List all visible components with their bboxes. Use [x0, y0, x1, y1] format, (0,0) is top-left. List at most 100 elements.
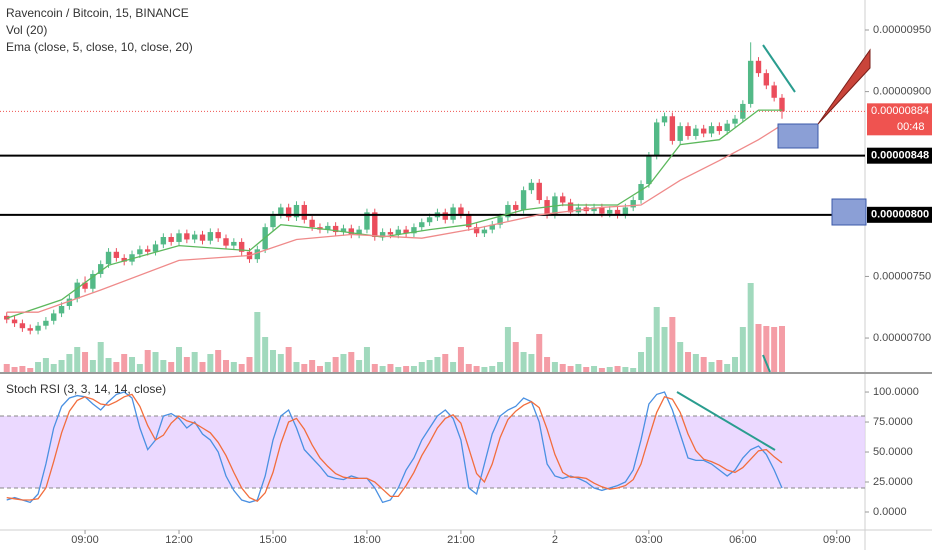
candle-body: [693, 128, 699, 136]
candle-body: [98, 264, 104, 274]
volume-bar: [567, 366, 574, 372]
candle-body: [763, 73, 770, 86]
volume-bar: [575, 364, 582, 372]
candle-body: [348, 228, 354, 235]
candle-body: [129, 254, 135, 262]
volume-bar: [387, 364, 394, 372]
candle-body: [11, 319, 18, 324]
volume-bar: [677, 342, 684, 372]
volume-bar: [89, 360, 96, 372]
volume-bar: [512, 342, 519, 372]
legend-volume: Vol (20): [6, 23, 47, 37]
candle-body: [58, 306, 65, 314]
candle-body: [160, 237, 167, 245]
volume-bar: [238, 364, 245, 372]
candle-body: [520, 190, 527, 210]
volume-bar: [332, 357, 339, 372]
candle-body: [458, 207, 464, 215]
volume-bar: [324, 362, 331, 372]
y-tick-label: 0.00000700: [873, 332, 931, 344]
volume-bar: [356, 360, 363, 372]
candle-body: [325, 225, 331, 230]
volume-bar: [66, 354, 73, 372]
candle-body: [51, 313, 57, 321]
candle-body: [677, 126, 683, 141]
volume-bar: [183, 357, 190, 372]
line: [6, 393, 783, 502]
candle-body: [685, 126, 691, 136]
volume-bar: [763, 326, 770, 372]
candle-body: [489, 224, 495, 230]
volume-bar: [457, 347, 464, 372]
candle-body: [700, 128, 707, 134]
volume-bar: [309, 360, 316, 372]
candle-body: [144, 249, 151, 252]
candle-body: [724, 123, 730, 132]
candle-body: [254, 249, 261, 260]
trend-line: [676, 391, 776, 451]
candle-body: [614, 209, 621, 215]
volume-bar: [755, 324, 762, 372]
price-line-label: 0.00000800: [871, 209, 929, 221]
range-box: [831, 198, 867, 226]
candle-body: [630, 200, 636, 208]
candle-body: [19, 323, 26, 329]
x-tick-label: 18:00: [353, 534, 381, 546]
volume-bar: [301, 364, 308, 372]
candle-body: [653, 122, 660, 156]
candle-body: [567, 202, 574, 213]
candle-body: [270, 214, 276, 228]
volume-bar: [293, 362, 300, 372]
candle-body: [293, 204, 300, 218]
stoch-band: [0, 416, 865, 489]
volume-bar: [348, 352, 355, 372]
volume-bar: [520, 352, 527, 372]
candle-body: [387, 232, 394, 235]
volume-bar: [692, 354, 699, 372]
volume-bar: [222, 360, 229, 372]
volume-bar: [207, 354, 214, 372]
volume-bar: [82, 352, 89, 372]
x-tick-label: 2: [552, 534, 558, 546]
candle-body: [513, 204, 519, 210]
candle-body: [340, 228, 347, 233]
candle-body: [560, 196, 566, 203]
candle-body: [466, 214, 472, 228]
volume-bar: [661, 327, 668, 372]
candle-body: [403, 229, 409, 234]
volume-bar: [418, 362, 425, 372]
volume-bar: [129, 357, 136, 372]
volume-bar: [230, 362, 237, 372]
x-tick-label: 09:00: [71, 534, 99, 546]
volume-bar: [504, 327, 511, 372]
candle-body: [27, 328, 33, 331]
volume-bar: [591, 366, 598, 372]
candle-body: [152, 244, 159, 252]
candle-body: [646, 155, 652, 185]
volume-bar: [215, 350, 222, 372]
candle-body: [372, 212, 378, 238]
volume-bar: [254, 312, 261, 372]
volume-bar: [277, 354, 284, 372]
candle-body: [176, 233, 182, 242]
volume-bar: [19, 366, 26, 372]
volume-bar: [536, 334, 543, 372]
candle-body: [740, 103, 746, 119]
candle-body: [356, 229, 362, 235]
volume-bar: [622, 367, 629, 372]
volume-bar: [144, 350, 151, 372]
volume-bar: [199, 362, 206, 372]
candle-body: [301, 204, 308, 220]
candle-body: [599, 207, 605, 214]
candle-body: [755, 60, 762, 74]
candle-body: [771, 85, 777, 98]
candle-body: [121, 257, 127, 262]
candle-body: [716, 126, 723, 132]
volume-bar: [473, 366, 480, 372]
last-price-bg: [867, 103, 932, 136]
volume-bar: [371, 364, 378, 372]
candle-body: [231, 241, 237, 246]
candle-body: [732, 118, 738, 124]
x-tick-label: 15:00: [259, 534, 287, 546]
